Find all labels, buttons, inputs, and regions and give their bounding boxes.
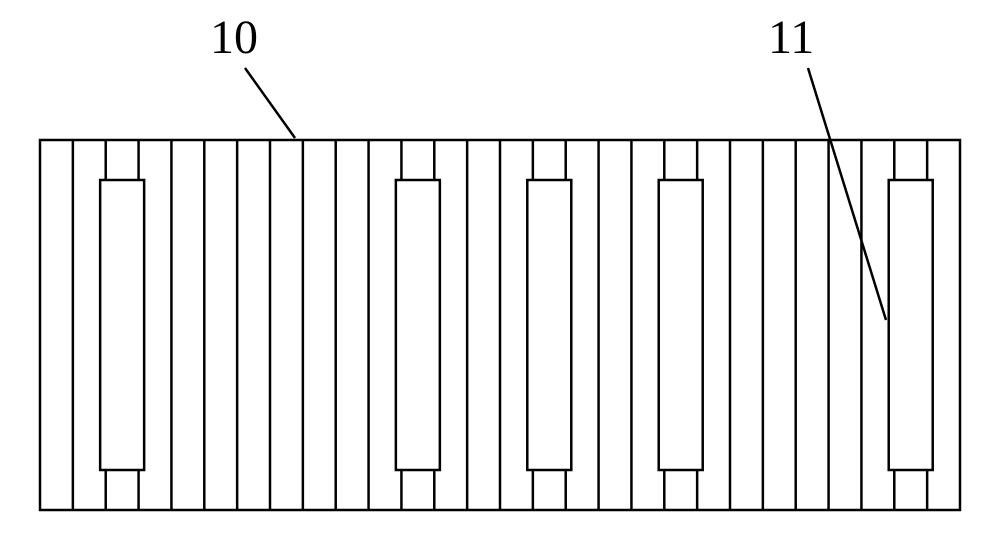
callout-label-10: 10 <box>210 10 258 65</box>
callout-label-11: 11 <box>768 10 814 65</box>
diagram-svg <box>0 0 1000 534</box>
